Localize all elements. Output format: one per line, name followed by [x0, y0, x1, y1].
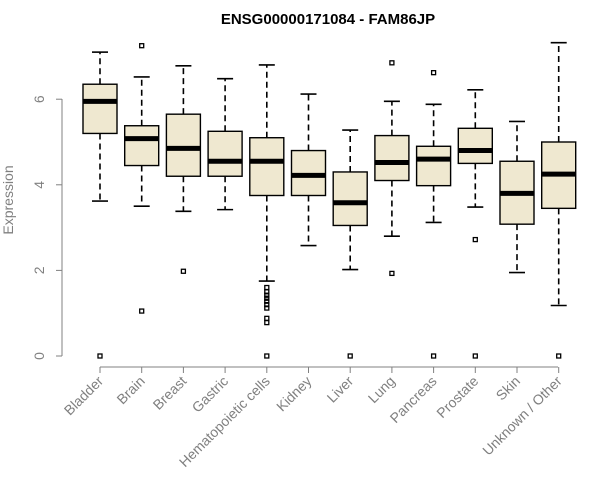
box-lung [374, 60, 410, 277]
outlier-point [347, 353, 353, 359]
box-pancreas [415, 70, 452, 359]
outlier-point [430, 353, 437, 359]
box-hematopoietic-cells [249, 64, 285, 359]
outlier-point [430, 70, 437, 76]
y-tick-label: 2 [31, 266, 47, 274]
outlier-point [97, 353, 103, 359]
outlier-point [264, 305, 270, 311]
outlier-point [139, 308, 145, 314]
outlier-point [264, 295, 270, 301]
x-tick-label: Breast [150, 373, 190, 413]
outlier-point [472, 353, 478, 359]
iqr-box [165, 113, 202, 177]
plot-area [82, 41, 577, 359]
box-prostate [457, 88, 493, 359]
box-bladder [82, 51, 118, 359]
box-kidney [290, 93, 327, 247]
outlier-point [389, 60, 395, 66]
x-tick-label: Bladder [61, 373, 107, 419]
box-skin [499, 120, 535, 274]
box-gastric [207, 77, 243, 211]
x-tick-label: Unknown / Other [479, 373, 565, 459]
box-breast [165, 65, 202, 274]
outlier-point [264, 315, 270, 321]
x-tick-label: Brain [113, 373, 147, 407]
y-tick-label: 6 [31, 95, 47, 103]
outlier-point [139, 43, 145, 49]
x-tick-label: Skin [493, 373, 524, 404]
iqr-box [82, 83, 118, 135]
outlier-point [264, 284, 270, 291]
iqr-box [332, 171, 368, 227]
outlier-point [264, 292, 270, 298]
outlier-point [264, 319, 270, 326]
box-brain [123, 43, 160, 314]
x-tick-label: Liver [324, 373, 357, 406]
y-axis-label: Expression [0, 165, 16, 234]
outlier-point [472, 236, 478, 243]
iqr-box [457, 127, 493, 165]
outlier-point [389, 270, 395, 277]
y-axis-ticks: 0 2 4 6 [31, 95, 62, 360]
box-liver [332, 129, 368, 359]
x-tick-label: Prostate [433, 373, 481, 421]
outlier-point [264, 353, 270, 359]
box-unknown-other [541, 41, 577, 359]
y-tick-label: 0 [31, 352, 47, 360]
iqr-box [123, 125, 160, 167]
x-tick-label: Kidney [273, 373, 315, 415]
outlier-point [180, 268, 187, 274]
y-tick-label: 4 [31, 181, 47, 189]
iqr-box [374, 134, 410, 182]
chart-title: ENSG00000171084 - FAM86JP [221, 11, 435, 28]
iqr-box [415, 145, 452, 187]
iqr-box [249, 137, 285, 197]
x-tick-label: Lung [365, 373, 398, 406]
outlier-point [556, 353, 562, 359]
iqr-box [207, 130, 243, 177]
